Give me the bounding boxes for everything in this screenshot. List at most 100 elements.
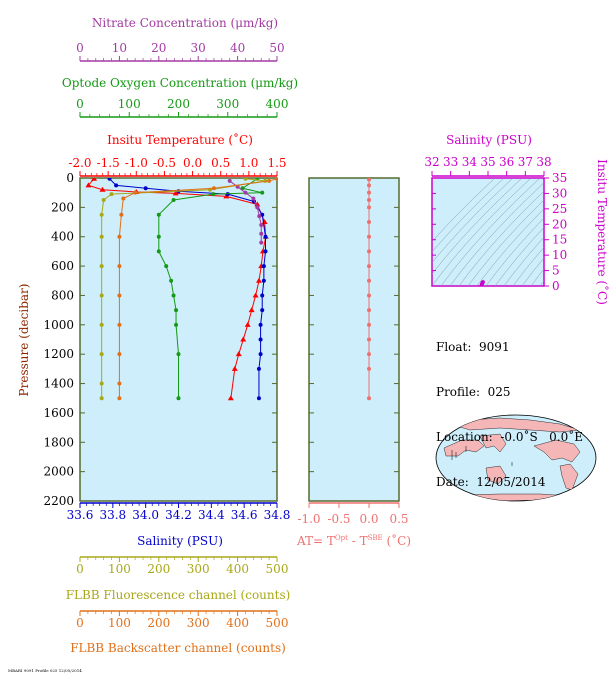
float-info: Float: 9091 Profile: 025 Location: -0.0˚…	[436, 310, 583, 505]
oxygen-point	[156, 212, 161, 217]
at-axis-tick-label: 0.5	[389, 512, 408, 526]
pressure-tick-label: 2200	[43, 494, 74, 508]
nitrate-axis: Nitrate Concentration (μm/kg) 0 10 20 30 40 5…	[76, 16, 285, 62]
backscatter-axis-tick-label: 100	[108, 616, 131, 630]
fluorescence-point	[99, 396, 104, 401]
at-point	[367, 337, 371, 342]
ts-salinity-tick-label: 32	[424, 155, 439, 169]
nitrate-point	[259, 222, 264, 227]
ts-density-contour	[530, 268, 544, 286]
profile-series	[85, 178, 277, 401]
fluorescence-point	[99, 212, 104, 217]
temperature-axis: Insitu Temperature (˚C) -2.0 -1.5 -1.0 -0.5…	[68, 132, 287, 177]
temperature-point	[248, 307, 255, 313]
at-point	[367, 366, 371, 371]
ts-point	[471, 287, 475, 291]
salinity-point	[114, 183, 119, 188]
nitrate-axis-tick-label: 10	[112, 41, 127, 55]
salinity-point	[258, 337, 263, 342]
date: Date: 12/05/2014	[436, 475, 546, 489]
pressure-tick-label: 600	[51, 259, 74, 273]
temperature-axis-label: Insitu Temperature (˚C)	[107, 132, 253, 147]
nitrate-axis-tick-label: 20	[151, 41, 166, 55]
salinity-axis-tick-label: 34.2	[165, 508, 192, 522]
ts-salinity-tick-label: 35	[480, 155, 495, 169]
backscatter-point	[121, 196, 126, 201]
ts-density-contour	[485, 217, 544, 286]
salinity-point	[258, 352, 263, 357]
fluorescence-point	[109, 192, 114, 197]
ts-plot-area	[431, 177, 545, 287]
ts-point	[464, 290, 468, 294]
ts-temperature-tick-label: 20	[552, 217, 567, 231]
fluorescence-point	[99, 322, 104, 327]
salinity-point	[260, 212, 265, 217]
backscatter-point	[117, 396, 122, 401]
backscatter-point	[117, 293, 122, 298]
temperature-point	[172, 190, 179, 196]
salinity-axis-label: Salinity (PSU)	[137, 534, 223, 548]
pressure-tick-label: 1000	[43, 318, 74, 332]
temperature-axis-tick-label: 1.0	[239, 156, 258, 170]
backscatter-point	[211, 186, 216, 191]
temperature-axis-tick-label: -0.5	[153, 156, 176, 170]
backscatter-axis-tick-label: 300	[187, 616, 210, 630]
nitrate-axis-tick-label: 30	[191, 41, 206, 55]
profile-number: Profile: 025	[436, 385, 511, 399]
ts-density-contours	[432, 178, 544, 286]
backscatter-point	[133, 190, 138, 195]
ts-temperature-tick-label: 15	[552, 233, 567, 247]
backscatter-axis-label: FLBB Backscatter channel (counts)	[70, 641, 286, 655]
fluorescence-point	[99, 264, 104, 269]
ts-point	[480, 281, 485, 286]
pressure-axis: 0 200 400 600 800 1000 1200 1400 1600 1800 2000 220…	[43, 171, 277, 508]
backscatter-point	[117, 381, 122, 386]
nitrate-axis-tick-label: 50	[269, 41, 284, 55]
nitrate-point	[257, 214, 262, 219]
fluorescence-axis-tick-label: 100	[108, 562, 131, 576]
pressure-tick-label: 1600	[43, 406, 74, 420]
backscatter-point	[117, 322, 122, 327]
oxygen-axis-tick-label: 0	[76, 97, 84, 111]
ts-density-contour	[458, 190, 544, 286]
ts-salinity-tick-label: 34	[462, 155, 478, 169]
oxygen-point	[260, 190, 265, 195]
ts-point	[468, 289, 472, 293]
at-point	[367, 278, 371, 283]
oxygen-axis-tick-label: 300	[216, 97, 239, 111]
at-point	[367, 205, 371, 210]
oxygen-axis-tick-label: 100	[118, 97, 141, 111]
world-map	[435, 414, 597, 502]
ts-salinity-tick-label: 37	[518, 155, 533, 169]
location: Location: -0.0˚S 0.0˚E	[436, 430, 583, 444]
temperature-point	[99, 186, 106, 192]
oxygen-axis-tick-label: 400	[266, 97, 289, 111]
oxygen-point	[164, 264, 169, 269]
fluorescence-point	[101, 198, 106, 203]
temperature-axis-tick-label: -1.0	[125, 156, 148, 170]
ts-density-contour	[512, 246, 544, 286]
at-point	[367, 234, 371, 239]
ts-density-contour	[494, 227, 544, 286]
fluorescence-axis-label: FLBB Fluorescence channel (counts)	[66, 588, 291, 602]
at-point	[367, 178, 371, 182]
salinity-axis-tick-label: 33.6	[67, 508, 94, 522]
ts-density-contour	[432, 178, 523, 275]
nitrate-point	[251, 196, 256, 201]
at-axis: -1.0 -0.5 0.0 0.5	[297, 502, 409, 526]
ts-density-contour	[440, 178, 541, 286]
fluorescence-axis-tick-label: 400	[226, 562, 249, 576]
salinity-point	[261, 264, 266, 269]
at-point	[367, 183, 371, 188]
ts-salinity-tick-label: 33	[443, 155, 458, 169]
temperature-point	[255, 277, 262, 283]
pressure-tick-label: 1400	[43, 377, 74, 391]
salinity-axis-tick-label: 33.8	[99, 508, 126, 522]
salinity-axis-tick-label: 34.8	[264, 508, 291, 522]
at-point	[367, 293, 371, 298]
ts-temperature-tick-label: 30	[552, 186, 567, 200]
salinity-point	[263, 234, 268, 239]
oxygen-point	[169, 278, 174, 283]
ts-temperature-tick-label: 25	[552, 202, 567, 216]
ts-density-contour	[503, 236, 544, 286]
